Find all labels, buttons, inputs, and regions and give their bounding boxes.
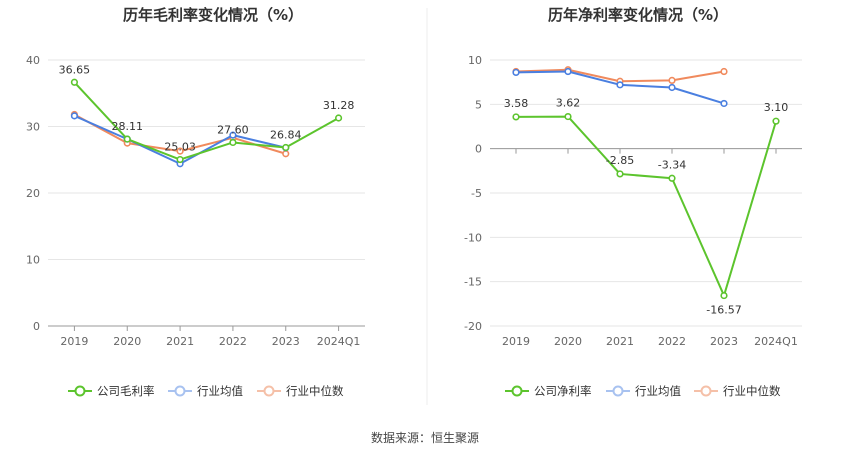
data-label: -3.34: [658, 158, 686, 171]
series-line-company: [73, 81, 340, 161]
y-tick-label: 40: [26, 54, 40, 67]
net-margin-chart: 历年净利率变化情况（%） -20 -15 -10 -5 0 5 10 2019 2020 2021…: [464, 6, 802, 398]
x-tick-label: 2019: [60, 335, 88, 348]
x-tick-label: 2020: [554, 335, 582, 348]
x-tick-label: 2024Q1: [754, 335, 798, 348]
y-tick-label: 30: [26, 121, 40, 134]
data-label: 27.60: [217, 123, 249, 136]
legend-item-company-gross-margin[interactable]: 公司毛利率: [68, 384, 155, 398]
data-point-company: [282, 143, 290, 152]
legend-marker-icon: [174, 385, 186, 397]
data-point-company: [668, 174, 676, 182]
data-label: 3.62: [556, 97, 581, 110]
data-source-note: 数据来源：恒生聚源: [371, 430, 479, 445]
legend-item-industry-median[interactable]: 行业中位数: [694, 384, 781, 398]
legend-item-industry-avg[interactable]: 行业均值: [168, 384, 243, 398]
x-tick-label: 2020: [113, 335, 141, 348]
data-point-industry-median: [668, 76, 676, 84]
y-tick-label: -15: [464, 276, 482, 289]
gross-margin-legend: 公司毛利率 行业均值 行业中位数: [68, 384, 344, 398]
data-point-company: [512, 113, 520, 121]
net-margin-axes: -20 -15 -10 -5 0 5 10 2019 2020 2021 2022 2023 2024Q…: [464, 54, 802, 348]
data-point-company: [123, 135, 131, 143]
data-point-industry-avg: [668, 83, 676, 92]
data-point-company: [70, 78, 79, 86]
net-margin-chart-title: 历年净利率变化情况（%）: [548, 6, 728, 24]
legend-marker-icon: [263, 385, 275, 397]
data-point-industry-avg: [70, 112, 79, 120]
x-tick-label: 2019: [502, 335, 530, 348]
x-tick-label: 2021: [606, 335, 634, 348]
data-label: 26.84: [270, 129, 302, 142]
x-tick-label: 2022: [658, 335, 686, 348]
gross-margin-chart: 历年毛利率变化情况（%） 0 10 20 30 40 2019 2020 2021 2022 20…: [26, 6, 365, 398]
data-point-industry-avg: [229, 131, 237, 139]
data-point-company: [616, 170, 624, 178]
data-label: 3.10: [764, 101, 789, 114]
data-point-industry-avg: [720, 99, 728, 108]
data-label: 3.58: [504, 97, 529, 110]
y-tick-label: 10: [26, 254, 40, 267]
data-point-industry-avg: [616, 81, 624, 89]
legend-label-industry-avg: 行业均值: [635, 384, 681, 398]
x-tick-label: 2024Q1: [317, 335, 361, 348]
data-point-company: [176, 155, 184, 164]
y-tick-label: 0: [33, 320, 40, 333]
data-label: -2.85: [606, 154, 634, 167]
data-label: 25.03: [164, 141, 196, 154]
gross-margin-data-labels: 36.65 28.11 25.03 27.60 26.84 31.28: [59, 63, 355, 153]
legend-label-industry-median: 行业中位数: [723, 384, 781, 398]
legend-label-company: 公司净利率: [534, 384, 592, 398]
data-point-company: [772, 117, 780, 125]
gross-margin-gridlines: [48, 59, 365, 327]
y-tick-label: -20: [464, 320, 482, 333]
gross-margin-chart-title: 历年毛利率变化情况（%）: [123, 6, 303, 24]
y-tick-label: -5: [471, 187, 482, 200]
legend-label-industry-avg: 行业均值: [197, 384, 243, 398]
y-tick-label: 10: [468, 54, 482, 67]
data-point-company: [564, 112, 572, 121]
x-tick-label: 2023: [272, 335, 300, 348]
legend-item-industry-avg[interactable]: 行业均值: [606, 384, 681, 398]
y-tick-label: 5: [475, 98, 482, 111]
x-tick-label: 2021: [166, 335, 194, 348]
legend-marker-icon: [700, 385, 712, 397]
data-label: 36.65: [59, 63, 91, 76]
legend-marker-icon: [612, 385, 624, 397]
net-margin-legend: 公司净利率 行业均值 行业中位数: [505, 384, 781, 398]
legend-label-company: 公司毛利率: [97, 384, 155, 398]
gross-margin-series: [70, 78, 343, 168]
data-label: 28.11: [112, 120, 144, 133]
net-margin-data-labels: 3.58 3.62 -2.85 -3.34 -16.57 3.10: [504, 97, 789, 317]
net-margin-series: [512, 66, 780, 300]
data-point-industry-median: [720, 67, 728, 76]
y-tick-label: 20: [26, 187, 40, 200]
data-point-company: [229, 138, 237, 147]
data-point-industry-median: [282, 150, 290, 158]
legend-item-company-net-margin[interactable]: 公司净利率: [505, 384, 592, 398]
data-point-company: [720, 291, 728, 300]
x-tick-label: 2023: [710, 335, 738, 348]
y-tick-label: 0: [475, 143, 482, 156]
data-point-industry-avg: [564, 67, 572, 76]
data-point-industry-median: [176, 147, 184, 155]
x-tick-label: 2022: [219, 335, 247, 348]
series-line-company: [515, 115, 777, 297]
legend-item-industry-median[interactable]: 行业中位数: [257, 384, 344, 398]
legend-label-industry-median: 行业中位数: [286, 384, 344, 398]
data-label: -16.57: [706, 304, 741, 317]
legend-marker-icon: [74, 385, 86, 397]
gross-margin-axes: 0 10 20 30 40 2019 2020 2021 2022 2023 2024Q1: [26, 54, 365, 348]
y-tick-label: -10: [464, 231, 482, 244]
data-label: 31.28: [323, 99, 355, 112]
data-point-company: [334, 114, 343, 122]
legend-marker-icon: [511, 385, 523, 397]
data-point-industry-avg: [512, 68, 520, 77]
